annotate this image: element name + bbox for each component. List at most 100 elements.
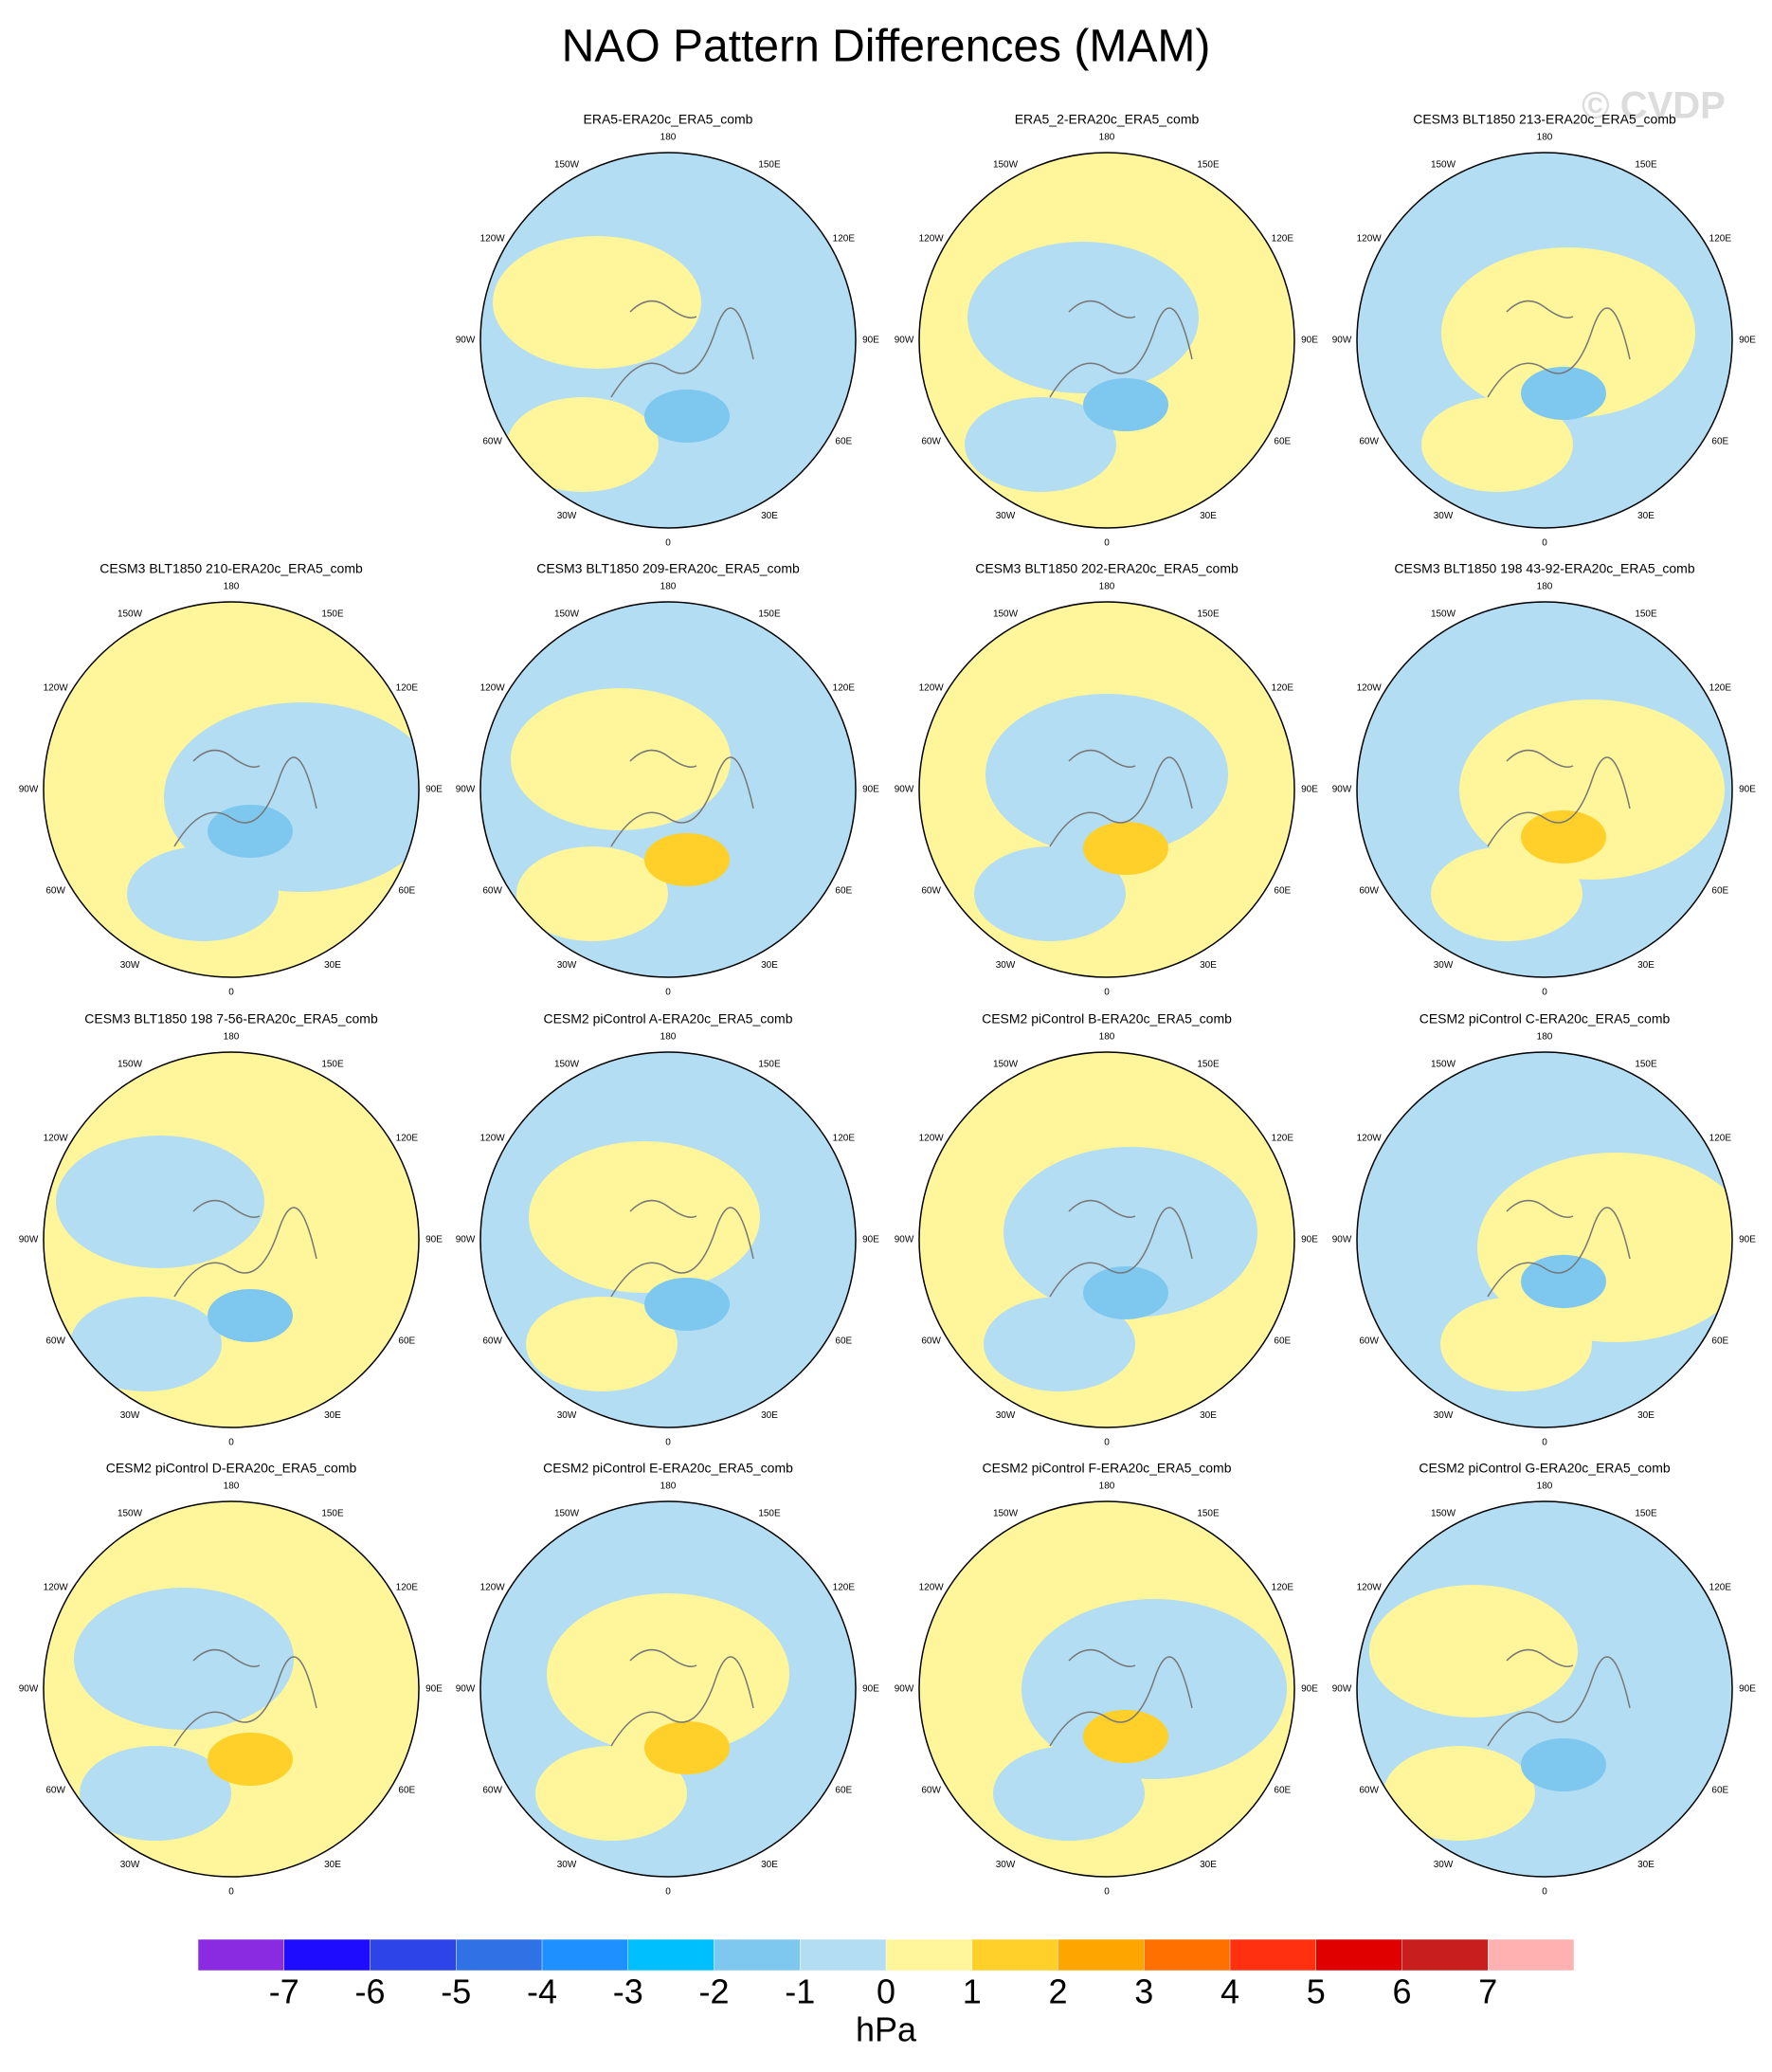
longitude-label: 60W — [921, 1786, 941, 1796]
longitude-label: 150E — [321, 1508, 344, 1518]
map-field — [1357, 153, 1732, 528]
longitude-label: 90E — [862, 785, 879, 795]
longitude-label: 60E — [1711, 437, 1728, 447]
longitude-label: 180 — [1537, 133, 1553, 143]
longitude-label: 150W — [993, 1508, 1019, 1518]
longitude-label: 60E — [1711, 1336, 1728, 1347]
longitude-label: 30W — [996, 960, 1016, 971]
colorbar-box — [1230, 1939, 1316, 1971]
longitude-label: 0 — [1104, 988, 1110, 998]
longitude-label: 90W — [895, 1684, 914, 1695]
colorbar-label: -7 — [269, 1972, 299, 2011]
longitude-label: 30E — [1200, 960, 1217, 971]
longitude-label: 180 — [1099, 582, 1115, 592]
longitude-label: 30W — [557, 1410, 577, 1421]
longitude-label: 150W — [993, 1059, 1019, 1069]
longitude-label: 30W — [557, 960, 577, 971]
map-border — [918, 1500, 1295, 1878]
field-region — [529, 1141, 760, 1293]
longitude-label: 150E — [1197, 1059, 1220, 1069]
field-region — [1521, 1255, 1606, 1308]
coastline — [610, 1199, 754, 1298]
field-region — [644, 833, 730, 886]
colorbar-box — [542, 1939, 628, 1971]
map-field — [1357, 602, 1732, 977]
map-border — [1356, 1051, 1733, 1428]
coastline — [610, 1648, 754, 1747]
longitude-label: 120W — [919, 1134, 945, 1144]
longitude-label: 30W — [557, 1860, 577, 1870]
coastline — [1049, 1199, 1193, 1298]
longitude-label: 0 — [1542, 1438, 1547, 1448]
longitude-label: 150E — [1635, 1508, 1657, 1518]
colorbar-box — [714, 1939, 801, 1971]
longitude-label: 60E — [1274, 437, 1291, 447]
colorbar-label: 4 — [1221, 1972, 1239, 2011]
map — [1356, 601, 1733, 978]
longitude-label: 120E — [1709, 683, 1732, 694]
map-border — [43, 1051, 420, 1428]
longitude-label: 90E — [1739, 1684, 1756, 1695]
map-field — [44, 602, 419, 977]
longitude-label: 0 — [665, 988, 671, 998]
map — [1356, 1051, 1733, 1428]
longitude-label: 30E — [1637, 1860, 1654, 1870]
longitude-label: 180 — [660, 1481, 677, 1492]
colorbar-box — [1058, 1939, 1145, 1971]
colorbar-box — [370, 1939, 457, 1971]
map — [43, 1500, 420, 1878]
colorbar-label: 6 — [1392, 1972, 1411, 2011]
colorbar-box — [1401, 1939, 1489, 1971]
colorbar-label: -4 — [527, 1972, 557, 2011]
field-region — [56, 1136, 264, 1268]
colorbar-box — [800, 1939, 886, 1971]
longitude-label: 60W — [482, 1786, 502, 1796]
longitude-label: 90E — [1301, 1235, 1318, 1245]
panel-title: ERA5-ERA20c_ERA5_comb — [584, 112, 753, 127]
field-region — [993, 1746, 1145, 1841]
longitude-label: 30W — [996, 1410, 1016, 1421]
longitude-label: 120E — [1709, 1134, 1732, 1144]
longitude-label: 120E — [1709, 234, 1732, 245]
longitude-label: 120E — [833, 234, 856, 245]
longitude-label: 180 — [1537, 582, 1553, 592]
field-region — [1440, 1297, 1592, 1391]
coastline — [1049, 1648, 1193, 1747]
map — [1356, 152, 1733, 529]
figure-title: NAO Pattern Differences (MAM) — [562, 22, 1211, 72]
longitude-label: 120E — [396, 683, 419, 694]
longitude-label: 180 — [660, 582, 677, 592]
panel-title: CESM3 BLT1850 209-ERA20c_ERA5_comb — [536, 561, 800, 576]
map — [918, 1051, 1295, 1428]
longitude-label: 30W — [1434, 511, 1454, 521]
panel-title: CESM2 piControl D-ERA20c_ERA5_comb — [106, 1461, 357, 1476]
longitude-label: 90E — [425, 785, 443, 795]
longitude-label: 60W — [921, 1336, 941, 1347]
longitude-label: 30W — [1434, 1860, 1454, 1870]
longitude-label: 120E — [1272, 1134, 1294, 1144]
colorbar-box — [1488, 1939, 1574, 1971]
longitude-label: 150E — [1197, 1508, 1220, 1518]
field-region — [70, 1297, 222, 1391]
longitude-label: 150E — [321, 1059, 344, 1069]
longitude-label: 90E — [425, 1684, 443, 1695]
longitude-label: 120E — [1272, 1583, 1294, 1593]
longitude-label: 120E — [833, 683, 856, 694]
longitude-label: 90W — [19, 785, 39, 795]
longitude-label: 150W — [1431, 609, 1456, 619]
longitude-label: 60W — [482, 1336, 502, 1347]
panel-title: CESM3 BLT1850 213-ERA20c_ERA5_comb — [1413, 112, 1676, 127]
longitude-label: 180 — [1537, 1481, 1553, 1492]
longitude-label: 90E — [1739, 1235, 1756, 1245]
longitude-label: 120E — [1272, 234, 1294, 245]
colorbar-box — [283, 1939, 371, 1971]
map-border — [1356, 601, 1733, 978]
longitude-label: 90E — [1301, 336, 1318, 346]
field-region — [967, 242, 1199, 393]
map-field — [480, 1052, 856, 1427]
longitude-label: 150W — [554, 1059, 580, 1069]
field-region — [644, 1721, 730, 1774]
panel-title: CESM3 BLT1850 210-ERA20c_ERA5_comb — [99, 561, 363, 576]
longitude-label: 60E — [1711, 886, 1728, 897]
longitude-label: 120W — [1357, 1134, 1383, 1144]
